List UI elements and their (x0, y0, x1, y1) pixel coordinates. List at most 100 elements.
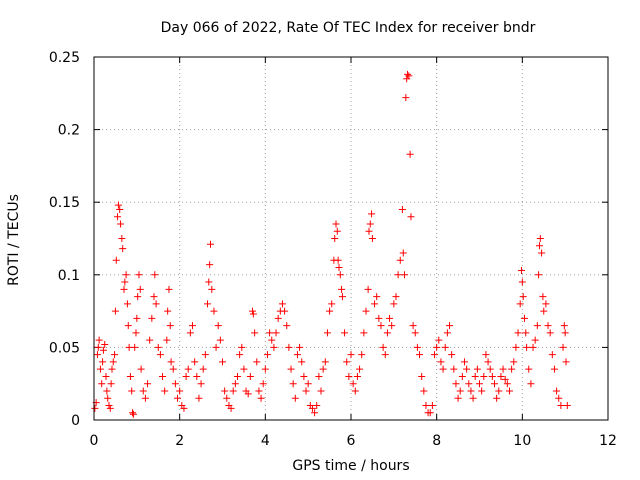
data-point (411, 329, 419, 337)
data-point (338, 285, 346, 293)
data-point (150, 293, 158, 301)
data-point (285, 343, 293, 351)
data-point (471, 372, 479, 380)
data-point (525, 365, 533, 373)
data-point (371, 300, 379, 308)
data-point (261, 365, 269, 373)
data-point (484, 358, 492, 366)
data-point (446, 322, 454, 330)
data-point (112, 256, 120, 264)
data-point (535, 242, 543, 250)
data-point (119, 245, 127, 253)
data-point (104, 394, 112, 402)
data-point (351, 387, 359, 395)
data-point (401, 271, 409, 279)
data-point (373, 293, 381, 301)
data-point (166, 322, 174, 330)
data-point (99, 358, 107, 366)
data-point (201, 351, 209, 359)
data-point (505, 387, 513, 395)
data-point (418, 372, 426, 380)
data-point (323, 329, 331, 337)
data-point (334, 256, 342, 264)
data-point (161, 387, 169, 395)
data-point (407, 213, 415, 221)
data-point (114, 201, 122, 209)
y-tick-labels: 0 0.05 0.1 0.15 0.2 0.25 (49, 50, 80, 429)
data-point (527, 380, 535, 388)
data-point (463, 365, 471, 373)
chart-title: Day 066 of 2022, Rate Of TEC Index for r… (161, 20, 536, 36)
data-point (467, 387, 475, 395)
data-point (111, 307, 119, 315)
data-point (383, 329, 391, 337)
data-point (219, 358, 226, 366)
data-point (283, 322, 291, 330)
data-point (272, 329, 280, 337)
data-point (501, 375, 509, 383)
data-point (531, 336, 539, 344)
y-tick-label: 0 (71, 413, 80, 429)
data-point (111, 351, 119, 359)
data-point (208, 285, 216, 293)
data-point (302, 387, 310, 395)
data-point (433, 343, 441, 351)
data-point (398, 205, 406, 213)
grid-lines (94, 57, 608, 420)
data-point (332, 220, 340, 228)
data-point (402, 94, 410, 102)
data-point (229, 387, 237, 395)
data-point (132, 329, 140, 337)
data-point (221, 387, 229, 395)
data-point (236, 351, 244, 359)
data-point (148, 314, 156, 322)
data-point (204, 300, 212, 308)
data-point (117, 220, 125, 228)
data-point (93, 351, 101, 359)
data-point (255, 387, 263, 395)
data-point (388, 322, 396, 330)
data-point (336, 271, 344, 279)
data-point (495, 387, 503, 395)
data-point (381, 351, 389, 359)
x-tick-label: 10 (513, 433, 531, 449)
data-point (377, 322, 385, 330)
data-point (439, 365, 447, 373)
data-point (560, 322, 568, 330)
data-point (101, 340, 109, 348)
y-tick-label: 0.1 (58, 268, 80, 284)
data-point (321, 358, 329, 366)
data-point (456, 387, 464, 395)
data-point (122, 271, 130, 279)
data-point (335, 264, 343, 272)
data-point (136, 285, 144, 293)
data-point (152, 300, 160, 308)
data-point (338, 293, 346, 301)
x-tick-label: 4 (261, 433, 270, 449)
data-point (394, 271, 402, 279)
data-point (171, 380, 179, 388)
data-point (493, 394, 501, 402)
data-point (167, 358, 175, 366)
data-point (409, 322, 417, 330)
data-point (270, 343, 278, 351)
data-point (435, 336, 443, 344)
data-point (353, 372, 361, 380)
data-point (141, 394, 149, 402)
data-point (164, 307, 172, 315)
data-point (109, 358, 117, 366)
x-tick-labels: 0 2 4 6 8 10 12 (90, 433, 617, 449)
data-point (450, 365, 458, 373)
data-point (135, 271, 143, 279)
data-point (478, 387, 486, 395)
data-point (174, 394, 182, 402)
data-point (362, 307, 370, 315)
data-point (315, 372, 323, 380)
data-point (413, 343, 421, 351)
data-point (106, 404, 114, 412)
data-point (246, 372, 254, 380)
data-point (169, 365, 177, 373)
data-point (124, 322, 132, 330)
data-point (406, 150, 414, 158)
data-point (536, 235, 544, 242)
